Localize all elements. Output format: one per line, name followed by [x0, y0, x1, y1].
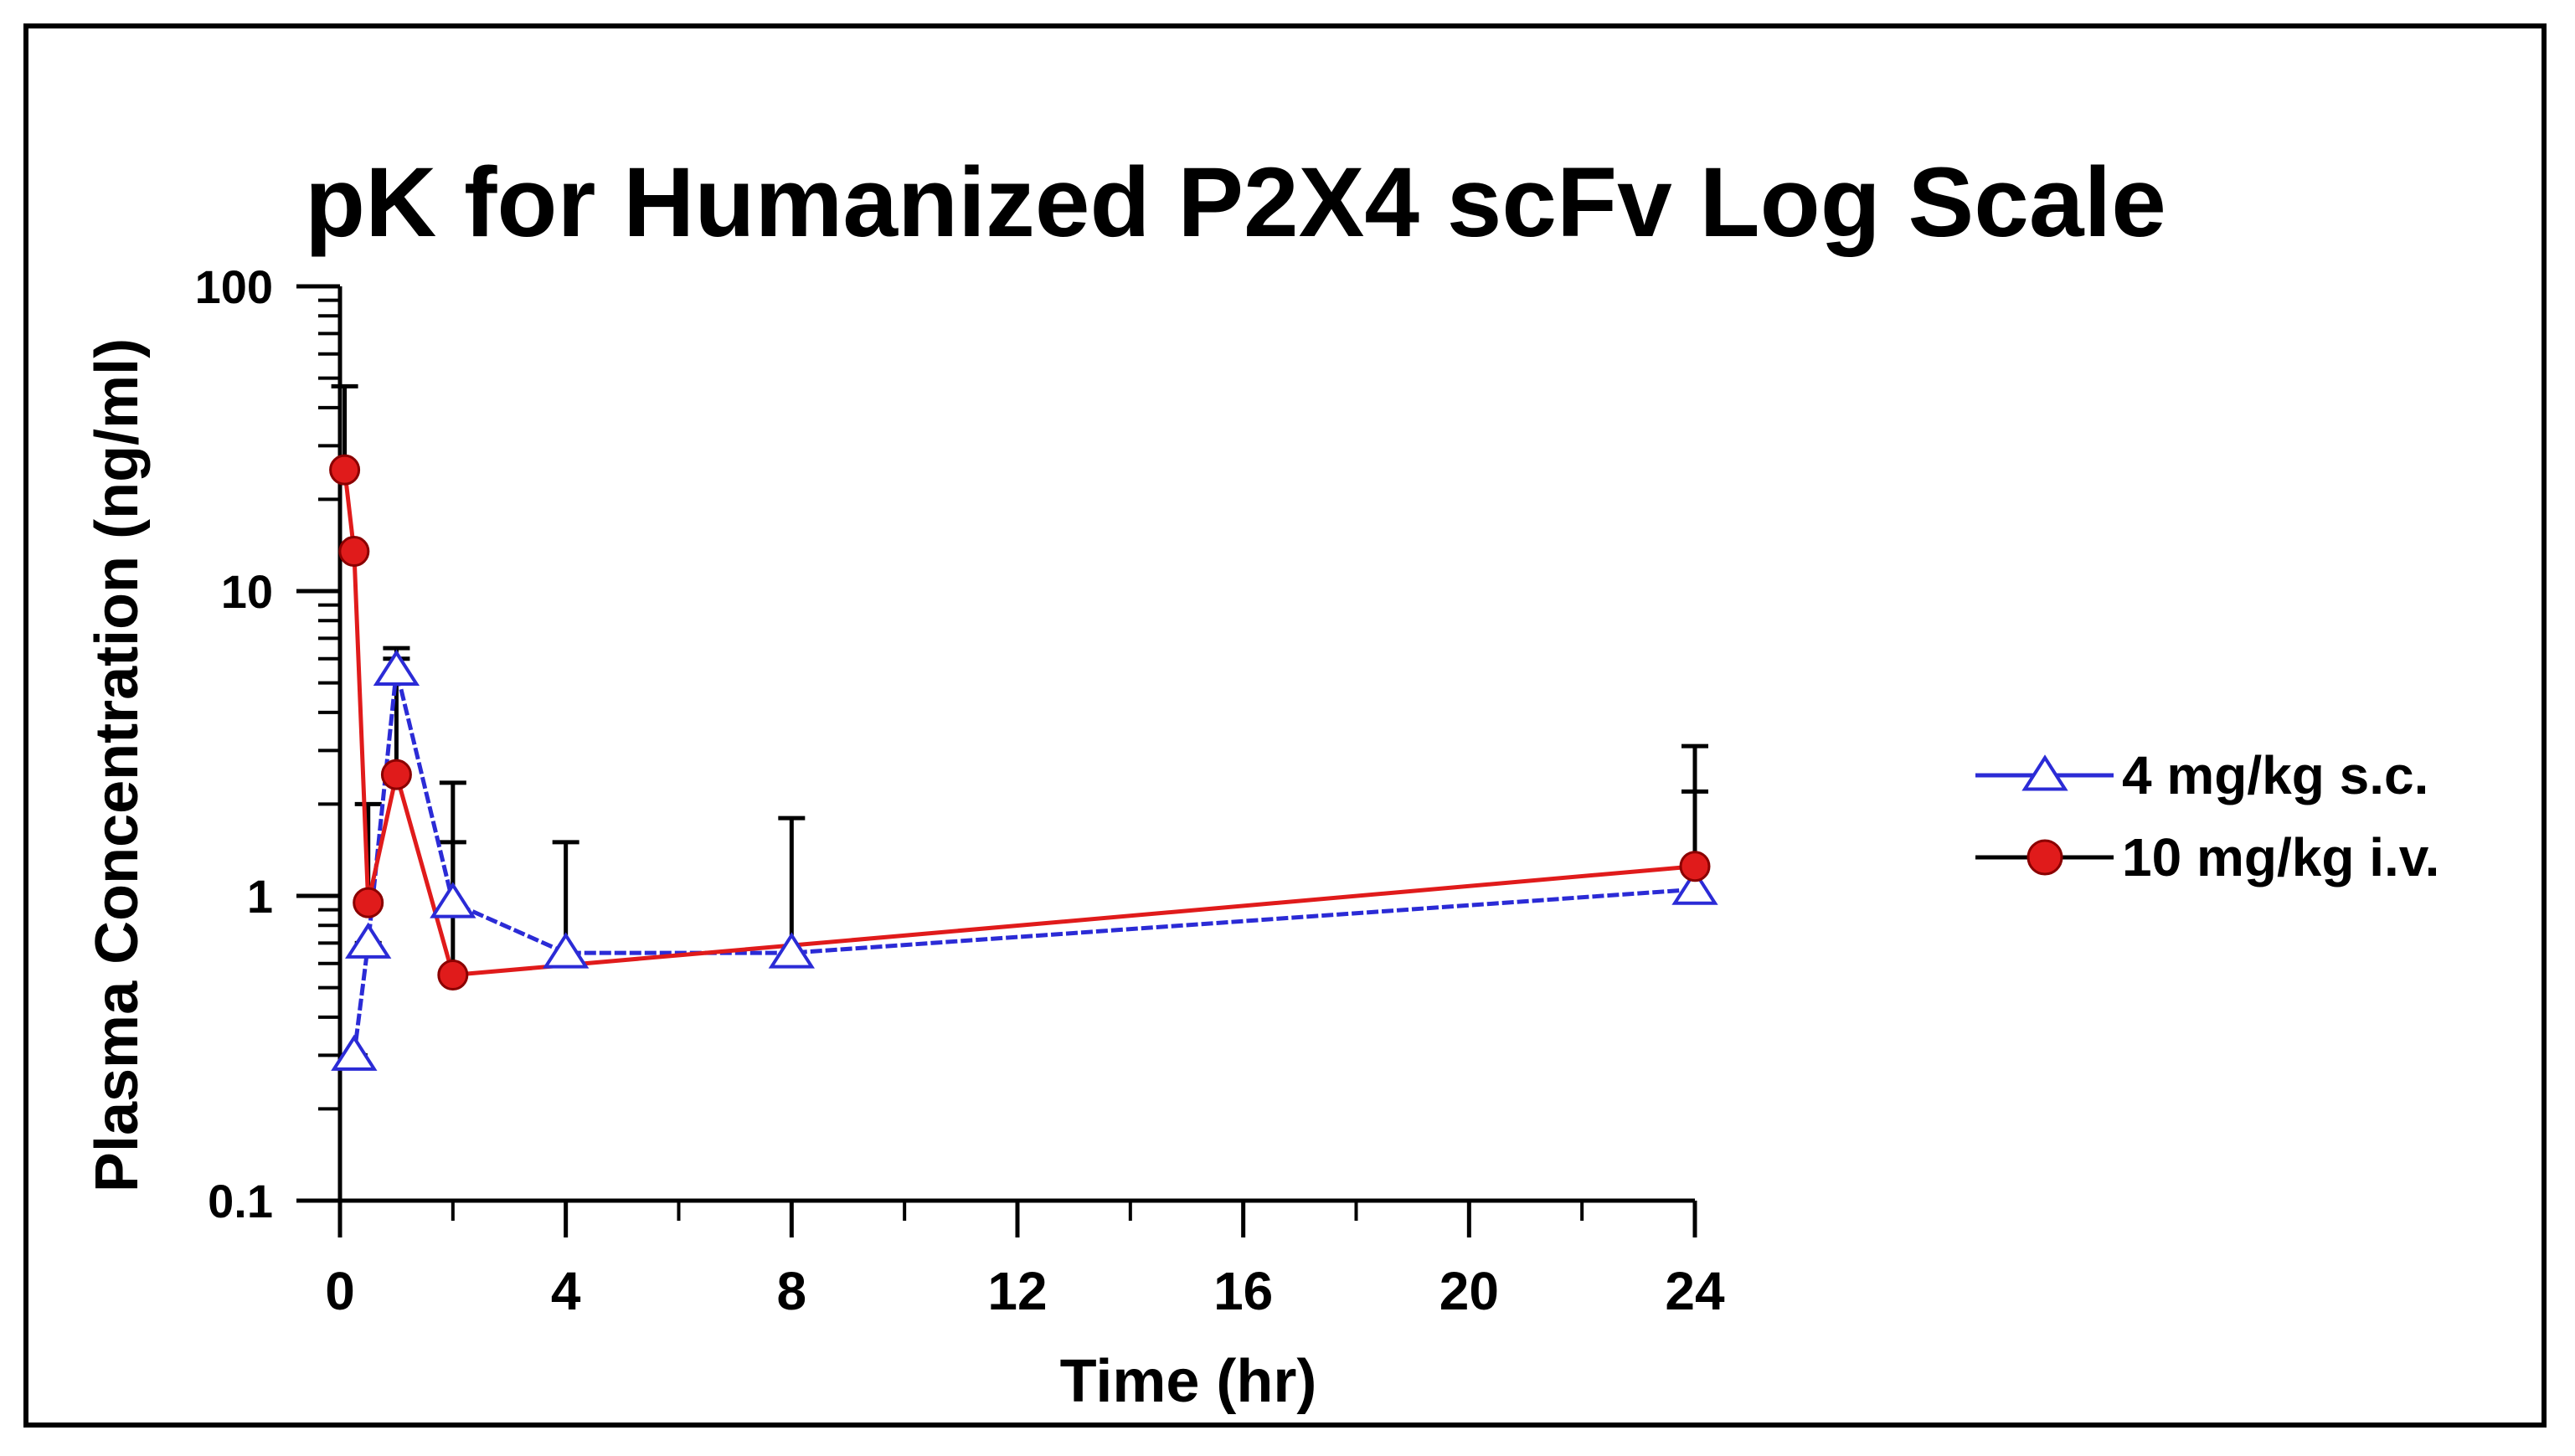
data-point-circle [380, 759, 412, 790]
data-markers [329, 454, 1718, 1071]
data-point-triangle [543, 932, 590, 969]
data-point-triangle [373, 649, 420, 687]
x-tick-label: 20 [1439, 1261, 1499, 1321]
data-point-circle [353, 887, 384, 918]
y-tick-label: 0.1 [208, 1175, 273, 1227]
y-tick-label: 1 [247, 870, 273, 923]
legend: 4 mg/kg s.c. 10 mg/kg i.v. [1975, 745, 2439, 887]
x-tick-label: 8 [777, 1261, 807, 1321]
legend-label: 10 mg/kg i.v. [2122, 827, 2439, 887]
x-tick-label: 0 [325, 1261, 355, 1321]
data-point-triangle [331, 1034, 378, 1071]
y-tick-label: 10 [221, 565, 273, 618]
x-tick-label: 4 [551, 1261, 581, 1321]
x-tick-label: 24 [1665, 1261, 1725, 1321]
data-point-circle [329, 454, 361, 486]
y-axis-label: Plasma Concentration (ng/ml) [84, 338, 151, 1192]
legend-marker-triangle [2021, 754, 2068, 791]
data-point-triangle [768, 932, 815, 969]
legend-marker-circle [2027, 839, 2063, 876]
data-point-circle [437, 960, 469, 991]
y-tick-label: 100 [195, 260, 273, 313]
data-point-triangle [430, 882, 476, 918]
chart-frame: pK for Humanized P2X4 scFv Log Scale Tim… [23, 23, 2547, 1428]
axes: 0.1 1 10 100 0 4 8 12 16 20 24 [195, 260, 1725, 1321]
data-point-triangle [345, 922, 392, 959]
x-axis-label: Time (hr) [1060, 1348, 1317, 1415]
x-tick-label: 16 [1213, 1261, 1273, 1321]
chart-title: pK for Humanized P2X4 scFv Log Scale [305, 147, 2166, 258]
data-point-triangle [1671, 868, 1718, 905]
x-tick-label: 12 [987, 1261, 1047, 1321]
series-line [352, 669, 1696, 1056]
error-bars [331, 383, 1708, 1057]
chart: pK for Humanized P2X4 scFv Log Scale Tim… [84, 147, 2439, 1415]
series-line [342, 469, 1696, 978]
data-point-circle [1679, 851, 1711, 882]
data-point-circle [338, 536, 370, 568]
legend-label: 4 mg/kg s.c. [2122, 745, 2428, 805]
